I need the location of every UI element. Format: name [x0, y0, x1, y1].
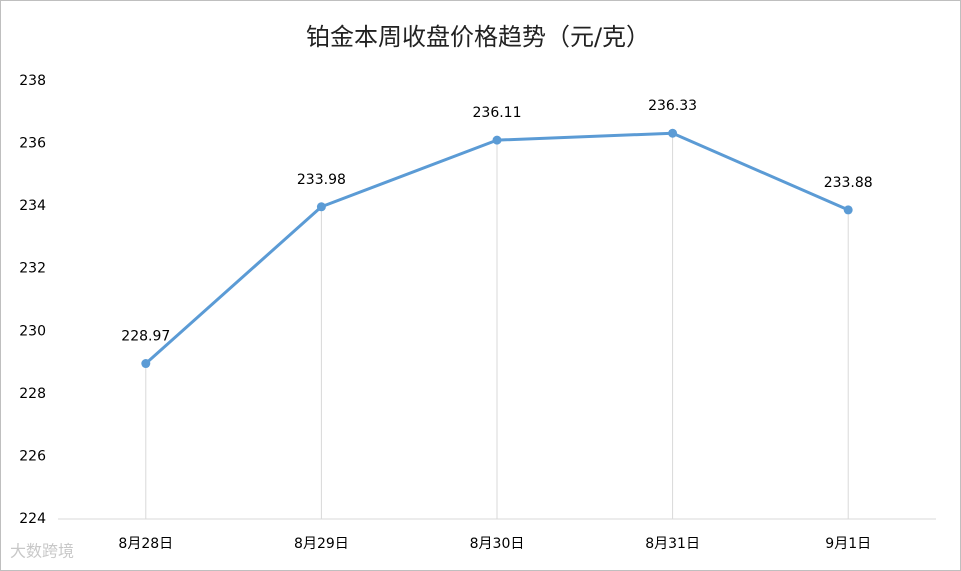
data-point	[668, 128, 678, 138]
x-tick-label: 8月31日	[645, 536, 700, 552]
data-label: 228.97	[121, 329, 170, 345]
x-tick-label: 8月28日	[118, 536, 173, 552]
data-label: 233.98	[297, 172, 346, 188]
x-tick-label: 8月30日	[470, 536, 525, 552]
data-label: 236.11	[473, 105, 522, 121]
data-label: 233.88	[824, 175, 873, 191]
x-tick-label: 8月29日	[294, 536, 349, 552]
y-tick-label: 228	[19, 386, 46, 402]
data-point	[492, 135, 502, 145]
data-label: 236.33	[648, 98, 697, 114]
y-tick-label: 236	[19, 136, 46, 152]
y-tick-label: 234	[19, 198, 46, 214]
y-tick-label: 230	[19, 323, 46, 339]
y-tick-label: 238	[19, 73, 46, 89]
data-point	[141, 359, 151, 369]
x-tick-label: 9月1日	[825, 536, 871, 552]
watermark: 大数跨境	[10, 542, 74, 561]
data-point	[316, 202, 326, 212]
chart-title: 铂金本周收盘价格趋势（元/克）	[306, 23, 650, 51]
data-point	[843, 205, 853, 215]
y-tick-label: 232	[19, 261, 46, 277]
y-tick-label: 226	[19, 448, 46, 464]
y-tick-label: 224	[19, 511, 46, 527]
